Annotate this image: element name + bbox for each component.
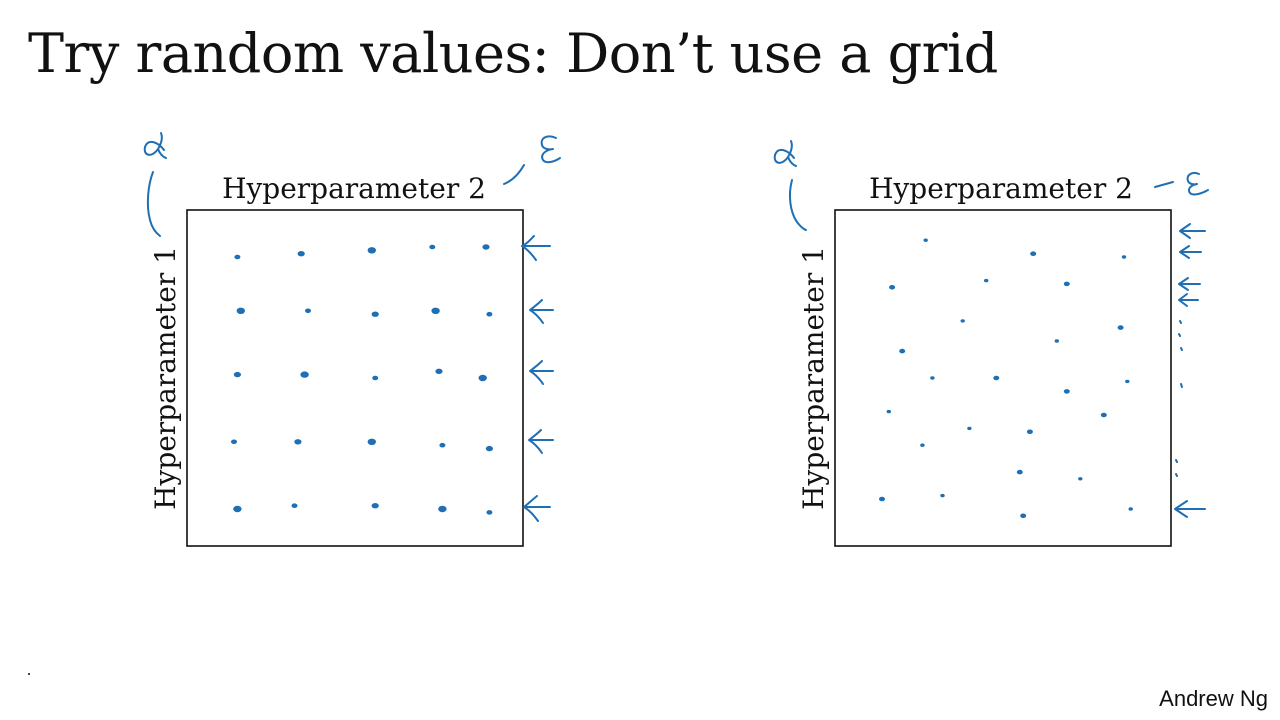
random-sample-point	[1121, 255, 1127, 259]
grid-panel-frame	[186, 209, 524, 547]
random-sample-point	[879, 496, 885, 502]
grid-sample-point	[435, 368, 443, 374]
random-sample-point	[1100, 412, 1107, 418]
grid-sample-point	[482, 244, 490, 250]
grid-sample-point	[431, 307, 440, 314]
random-sample-point	[1030, 251, 1037, 256]
grid-row-arrows	[521, 235, 554, 522]
author-credit: Andrew Ng	[1159, 686, 1268, 711]
grid-sample-point	[297, 251, 305, 257]
random-sample-point	[960, 319, 965, 323]
random-sample-point	[993, 375, 1000, 381]
grid-panel-samples	[231, 244, 493, 515]
grid-sample-point	[486, 311, 493, 317]
random-sample-point	[899, 348, 906, 354]
random-sample-point	[1054, 339, 1060, 343]
slide-title: Try random values: Don’t use a grid	[28, 22, 998, 85]
random-sample-point	[1063, 281, 1070, 287]
random-sample-point	[1078, 477, 1083, 481]
grid-sample-point	[367, 247, 376, 254]
grid-sample-point	[294, 439, 302, 445]
grid-panel-y-label: Hyperparameter 1	[149, 246, 182, 510]
grid-sample-point	[305, 308, 311, 314]
random-sample-point	[1063, 389, 1070, 394]
random-sample-point	[920, 443, 925, 447]
grid-sample-point	[234, 254, 241, 260]
epsilon-pointer-right	[1154, 181, 1174, 188]
grid-sample-point	[438, 505, 447, 513]
grid-sample-point	[371, 311, 379, 317]
random-sample-point	[1016, 469, 1023, 475]
grid-sample-point	[486, 510, 493, 515]
grid-sample-point	[367, 438, 376, 445]
random-sample-point	[940, 493, 945, 498]
random-sample-point	[967, 426, 972, 431]
random-panel-samples	[879, 238, 1133, 519]
random-sample-point	[1128, 507, 1133, 511]
epsilon-pointer-left	[503, 164, 525, 185]
random-sample-point	[1020, 513, 1027, 519]
alpha-pointer-right	[788, 179, 807, 231]
grid-sample-point	[371, 503, 379, 509]
random-sample-point	[1117, 325, 1124, 330]
random-panel-y-label: Hyperparameter 1	[797, 246, 830, 510]
stray-mark	[28, 673, 30, 675]
random-sample-point	[1125, 379, 1130, 384]
grid-sample-point	[233, 505, 242, 513]
grid-sample-point	[372, 375, 379, 381]
random-sample-point	[930, 376, 935, 380]
random-sample-point	[984, 278, 989, 283]
epsilon-symbol-right	[1186, 171, 1209, 196]
grid-sample-point	[291, 503, 298, 509]
random-sample-point	[1026, 429, 1033, 435]
random-panel-frame	[834, 209, 1172, 547]
alpha-symbol-right	[773, 140, 797, 167]
random-panel: Hyperparameter 2 Hyperparameter 1	[773, 140, 1209, 547]
grid-panel: Hyperparameter 2 Hyperparameter 1	[143, 132, 561, 547]
random-sample-point	[886, 409, 891, 414]
grid-sample-point	[236, 307, 245, 314]
grid-sample-point	[300, 371, 309, 378]
grid-sample-point	[231, 439, 237, 445]
random-sample-point	[889, 285, 896, 290]
grid-sample-point	[478, 374, 487, 382]
grid-panel-x-label: Hyperparameter 2	[222, 172, 486, 205]
grid-sample-point	[233, 371, 241, 378]
random-row-arrows	[1174, 223, 1206, 518]
grid-sample-point	[439, 442, 446, 448]
alpha-symbol-left	[143, 132, 167, 159]
grid-sample-point	[485, 445, 493, 452]
alpha-pointer-left	[146, 171, 161, 237]
random-sample-point	[923, 238, 928, 242]
random-panel-x-label: Hyperparameter 2	[869, 172, 1133, 205]
grid-sample-point	[429, 244, 436, 250]
epsilon-symbol-left	[540, 135, 561, 164]
